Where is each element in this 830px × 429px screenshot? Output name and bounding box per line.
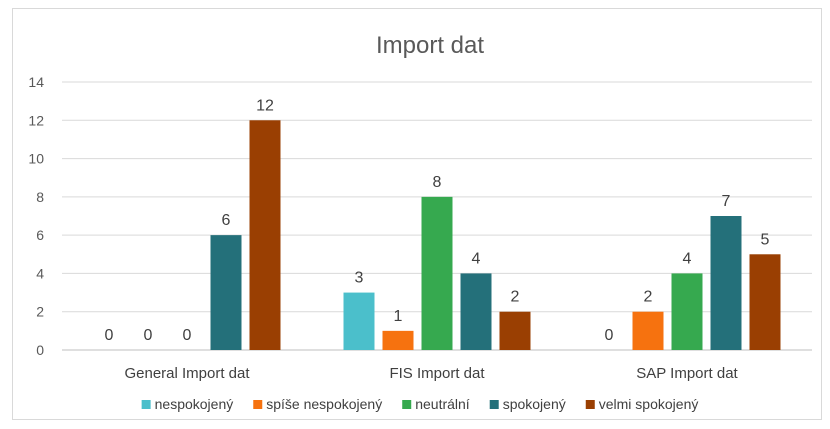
legend-swatch	[141, 400, 151, 409]
bar	[421, 196, 453, 350]
data-label: 3	[355, 270, 364, 287]
data-label: 12	[256, 97, 274, 114]
y-tick-label: 0	[36, 342, 44, 358]
y-axis-ticks: 0 2 4 6 8 10 12 14	[28, 74, 44, 358]
data-label: 2	[644, 289, 653, 306]
x-category-label: General Import dat	[124, 365, 250, 382]
legend-label: neutrální	[415, 396, 470, 412]
x-axis-categories: General Import dat FIS Import dat SAP Impo…	[124, 365, 738, 382]
legend-item: neutrální	[402, 396, 470, 412]
bar	[632, 311, 664, 350]
data-label: 0	[183, 327, 192, 344]
x-category-label: SAP Import dat	[636, 365, 738, 382]
y-tick-label: 14	[28, 74, 44, 90]
data-label: 2	[511, 289, 520, 306]
data-label: 0	[144, 327, 153, 344]
legend-item: spokojený	[489, 396, 566, 412]
legend-swatch	[402, 400, 412, 409]
legend-swatch	[489, 400, 499, 409]
x-category-label: FIS Import dat	[389, 365, 485, 382]
bars	[210, 120, 781, 351]
bar	[382, 330, 414, 350]
data-label: 4	[472, 250, 481, 267]
legend: nespokojený spíše nespokojený neutrální spo…	[141, 396, 699, 412]
data-label: 0	[105, 327, 114, 344]
chart-title: Import dat	[376, 32, 484, 59]
data-label: 6	[222, 212, 231, 229]
y-tick-label: 12	[28, 112, 44, 128]
bar	[710, 216, 742, 350]
data-label: 7	[722, 193, 731, 210]
legend-item: spíše nespokojený	[253, 396, 382, 412]
legend-label: nespokojený	[155, 396, 234, 412]
legend-label: spíše nespokojený	[266, 396, 382, 412]
data-labels: 0 0 0 6 12 3 1 8 4 2 0 2 4 7 5	[105, 97, 770, 344]
data-label: 0	[605, 327, 614, 344]
data-label: 4	[683, 250, 692, 267]
legend-label: spokojený	[503, 396, 566, 412]
bar	[210, 235, 242, 350]
legend-item: nespokojený	[141, 396, 234, 412]
chart-frame	[12, 8, 822, 420]
bar	[249, 120, 281, 351]
y-tick-label: 4	[36, 265, 44, 281]
y-tick-label: 8	[36, 189, 44, 205]
bar	[749, 254, 781, 350]
y-tick-label: 10	[28, 151, 44, 167]
legend-item: velmi spokojený	[585, 396, 699, 412]
data-label: 8	[433, 174, 442, 191]
data-label: 5	[761, 231, 770, 248]
bar	[460, 273, 492, 350]
bar	[343, 292, 375, 350]
legend-swatch	[253, 400, 263, 409]
y-tick-label: 2	[36, 304, 44, 320]
bar	[499, 311, 531, 350]
data-label: 1	[394, 308, 403, 325]
bar	[671, 273, 703, 350]
y-tick-label: 6	[36, 227, 44, 243]
legend-label: velmi spokojený	[599, 396, 699, 412]
legend-swatch	[585, 400, 595, 409]
